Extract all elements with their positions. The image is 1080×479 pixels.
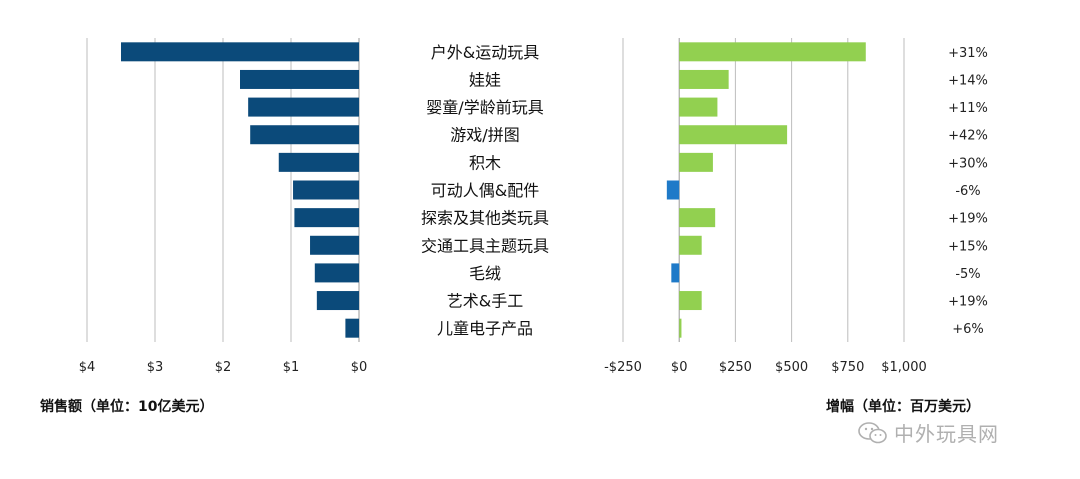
sales-panel: $4 $3 $2 $1 $0	[79, 38, 368, 375]
wechat-icon	[858, 421, 887, 443]
growth-panel: -$250 $0 $250 $500 $750 $1,000	[604, 38, 927, 375]
sales-tick-label: $0	[351, 360, 368, 375]
sales-bar	[316, 291, 359, 311]
growth-bar	[679, 97, 718, 117]
category-label: 艺术&手工	[447, 292, 523, 311]
sales-bar	[121, 42, 359, 62]
sales-tick-label: $3	[147, 360, 164, 375]
category-label: 儿童电子产品	[437, 319, 533, 338]
category-labels: 户外&运动玩具娃娃婴童/学龄前玩具游戏/拼图积木可动人偶&配件探索及其他类玩具交…	[421, 43, 549, 338]
category-label: 娃娃	[469, 70, 501, 89]
growth-bar	[679, 42, 866, 62]
watermark-text: 中外玩具网	[894, 422, 999, 446]
sales-tick-label: $2	[215, 360, 232, 375]
growth-tick-label: $1,000	[881, 360, 927, 375]
sales-bar	[310, 235, 359, 255]
growth-bar	[679, 291, 702, 311]
category-label: 可动人偶&配件	[431, 181, 539, 200]
category-label: 毛绒	[469, 264, 501, 283]
category-label: 探索及其他类玩具	[421, 209, 549, 228]
sales-bar	[293, 180, 359, 200]
growth-bar	[679, 208, 716, 228]
growth-tick-label: $750	[831, 360, 864, 375]
sales-tick-label: $4	[79, 360, 96, 375]
category-label: 游戏/拼图	[450, 126, 519, 145]
sales-axis-title: 销售额（单位：10亿美元）	[40, 398, 213, 415]
sales-bar	[250, 125, 359, 145]
growth-tick-label: $250	[719, 360, 752, 375]
growth-bar	[679, 125, 788, 145]
category-label: 交通工具主题玩具	[421, 236, 549, 255]
watermark: 中外玩具网	[858, 418, 999, 447]
percent-label: +42%	[948, 129, 988, 144]
percent-label: +15%	[948, 239, 988, 254]
growth-tick-label: $0	[671, 360, 688, 375]
category-label: 户外&运动玩具	[431, 43, 539, 62]
category-label: 积木	[469, 153, 501, 172]
sales-bar	[248, 97, 359, 117]
growth-bar	[679, 318, 682, 338]
growth-bar	[671, 263, 680, 283]
growth-bar	[679, 69, 729, 89]
growth-bar	[679, 235, 702, 255]
percent-label: +14%	[948, 73, 988, 88]
growth-bar	[666, 180, 680, 200]
percent-label: +6%	[952, 322, 984, 337]
growth-bar	[679, 152, 713, 172]
growth-tick-label: -$250	[604, 360, 642, 375]
percent-labels: +31% +14% +11% +42% +30% -6% +19% +15% -5% +19% +6…	[948, 46, 988, 337]
sales-bar	[345, 318, 359, 338]
percent-label: +19%	[948, 295, 988, 310]
growth-axis-title: 增幅（单位：百万美元）	[826, 398, 980, 415]
percent-label: +31%	[948, 46, 988, 61]
percent-label: -6%	[955, 184, 980, 199]
sales-bar	[294, 208, 359, 228]
growth-tick-label: $500	[775, 360, 808, 375]
sales-tick-label: $1	[283, 360, 300, 375]
percent-label: +30%	[948, 156, 988, 171]
percent-label: -5%	[955, 267, 980, 282]
category-label: 婴童/学龄前玩具	[426, 98, 543, 117]
sales-bar	[278, 152, 359, 172]
sales-bar	[240, 69, 359, 89]
sales-bar	[314, 263, 359, 283]
percent-label: +19%	[948, 212, 988, 227]
percent-label: +11%	[948, 101, 988, 116]
